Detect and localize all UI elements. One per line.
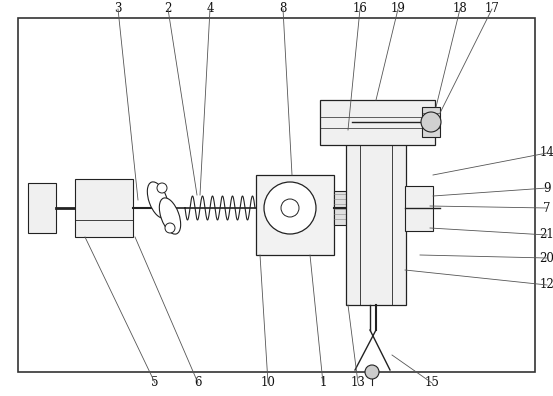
- Circle shape: [264, 182, 316, 234]
- Ellipse shape: [159, 198, 181, 234]
- Bar: [422, 107, 440, 137]
- Text: 5: 5: [152, 377, 159, 390]
- Circle shape: [365, 365, 379, 379]
- Text: 8: 8: [279, 2, 286, 15]
- Bar: [18, 18, 535, 372]
- Text: 18: 18: [452, 2, 467, 15]
- Text: 21: 21: [540, 228, 553, 242]
- Bar: [256, 175, 334, 255]
- Text: 13: 13: [351, 377, 366, 390]
- Circle shape: [281, 199, 299, 217]
- Bar: [320, 100, 435, 145]
- Text: 19: 19: [390, 2, 405, 15]
- Text: 2: 2: [164, 2, 171, 15]
- Circle shape: [421, 112, 441, 132]
- Bar: [334, 191, 356, 225]
- Text: 16: 16: [353, 2, 367, 15]
- Bar: [28, 183, 56, 233]
- Text: 15: 15: [425, 377, 440, 390]
- Text: 10: 10: [260, 377, 275, 390]
- Text: 1: 1: [319, 377, 327, 390]
- Ellipse shape: [147, 182, 169, 218]
- Bar: [405, 186, 433, 231]
- Text: 3: 3: [114, 2, 122, 15]
- Text: 9: 9: [543, 181, 551, 194]
- Text: 12: 12: [540, 278, 553, 291]
- Text: 4: 4: [206, 2, 214, 15]
- Circle shape: [165, 223, 175, 233]
- Bar: [75, 179, 133, 237]
- Text: 17: 17: [484, 2, 499, 15]
- Text: 20: 20: [540, 251, 553, 265]
- Text: 7: 7: [543, 202, 551, 215]
- Bar: [346, 130, 406, 305]
- Text: 6: 6: [194, 377, 202, 390]
- Circle shape: [157, 183, 167, 193]
- Text: 14: 14: [540, 147, 553, 160]
